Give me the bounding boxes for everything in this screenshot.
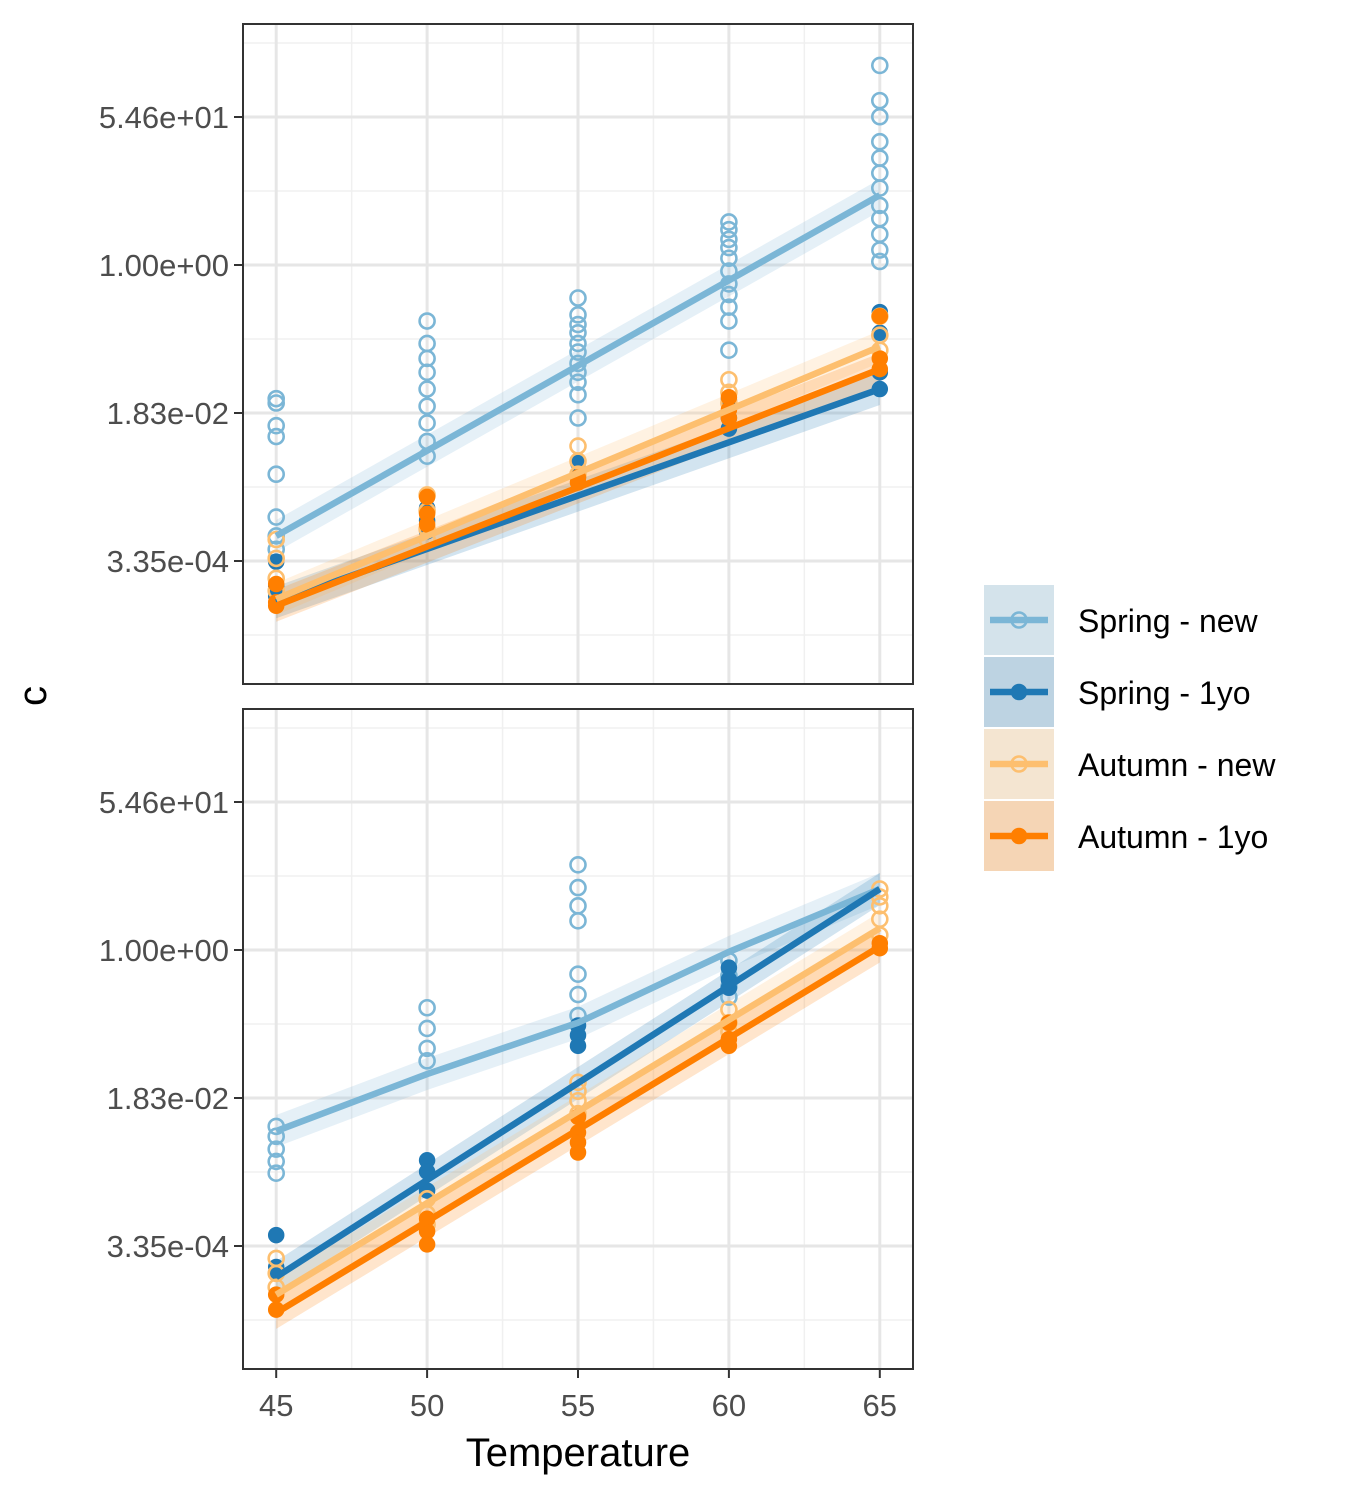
point-spring-new — [569, 912, 587, 930]
legend-label: Spring - new — [1078, 603, 1259, 639]
fit-line-spring-new — [274, 192, 882, 539]
point-autumn-new — [267, 530, 285, 549]
point-spring-new — [569, 324, 587, 342]
point-spring-new — [871, 56, 889, 75]
point-spring-new — [720, 213, 738, 231]
fit-line-autumn-1yo — [274, 943, 882, 1316]
fit-line-autumn-1yo — [275, 366, 881, 609]
point-spring-new — [267, 416, 285, 435]
legend: Spring - new Spring - 1yo Autumn - new Autu… — [984, 585, 1276, 871]
point-autumn-1yo — [418, 516, 436, 533]
point-spring-new — [569, 315, 587, 334]
x-tick-label: 50 — [410, 1388, 444, 1423]
point-spring-new — [267, 394, 285, 412]
point-spring-new — [569, 373, 587, 392]
y-tick-label: 1.83e-02 — [107, 1081, 229, 1116]
panel-2: 5.46e+01 1.00e+00 1.83e-02 3.35e-04 — [99, 708, 914, 1370]
x-axis-title: Temperature — [466, 1431, 691, 1475]
legend-label: Autumn - new — [1078, 747, 1276, 783]
legend-key-marker — [1010, 611, 1028, 629]
point-spring-new — [569, 409, 587, 427]
legend-key-autumn-1yo — [984, 801, 1054, 871]
point-spring-new — [720, 220, 738, 239]
point-autumn-new — [569, 1073, 587, 1092]
y-tick-label: 1.83e-02 — [107, 396, 229, 431]
x-tick-label: 45 — [259, 1388, 293, 1423]
point-spring-new — [871, 252, 889, 271]
point-spring-new — [720, 312, 738, 330]
fit-line-spring-new — [275, 885, 882, 1135]
point-spring-new — [418, 380, 436, 398]
point-spring-new — [569, 856, 587, 874]
point-spring-new — [720, 249, 738, 268]
fit-line-autumn-new — [274, 925, 882, 1298]
x-tick-label: 65 — [863, 1388, 897, 1423]
point-spring-new — [569, 306, 587, 324]
point-spring-new — [720, 230, 738, 249]
point-autumn-new — [720, 370, 738, 389]
point-spring-new — [569, 289, 587, 307]
point-spring-new — [720, 238, 738, 257]
point-spring-new — [569, 385, 587, 404]
point-spring-new — [871, 241, 889, 259]
legend-key-marker — [1010, 755, 1028, 773]
point-spring-1yo — [569, 1037, 587, 1055]
point-spring-new — [569, 965, 587, 983]
legend-key-spring-1yo — [984, 657, 1054, 727]
y-tick-label: 3.35e-04 — [107, 544, 229, 579]
point-spring-new — [267, 465, 285, 484]
point-autumn-1yo — [418, 488, 436, 506]
panel-1: 5.46e+01 1.00e+00 1.83e-02 3.35e-04 — [99, 23, 914, 685]
point-autumn-1yo — [267, 575, 285, 593]
point-spring-new — [267, 1164, 285, 1182]
point-autumn-new — [569, 452, 587, 470]
point-spring-new — [871, 107, 889, 126]
x-tick-label: 55 — [561, 1388, 595, 1423]
panel-border — [242, 23, 914, 685]
point-autumn-1yo — [871, 308, 889, 325]
point-spring-new — [569, 878, 587, 897]
fit-line-autumn-new — [274, 343, 882, 603]
point-spring-new — [267, 1152, 285, 1171]
fit-line-spring-1yo — [274, 886, 882, 1280]
y-axis-title: c — [11, 686, 55, 706]
point-autumn-1yo — [418, 1236, 436, 1253]
legend-label: Spring - 1yo — [1078, 675, 1251, 711]
point-spring-new — [418, 998, 436, 1017]
point-spring-new — [418, 1052, 436, 1070]
point-autumn-new — [871, 897, 889, 915]
point-spring-new — [418, 1019, 436, 1038]
point-spring-new — [418, 414, 436, 432]
legend-key-marker — [1010, 683, 1028, 701]
point-autumn-1yo — [569, 1144, 587, 1161]
point-spring-new — [569, 985, 587, 1004]
legend-key-marker — [1010, 827, 1028, 845]
y-tick-label: 5.46e+01 — [99, 100, 229, 135]
point-spring-new — [569, 343, 587, 361]
point-spring-new — [418, 312, 436, 330]
point-spring-new — [267, 427, 285, 446]
point-spring-new — [871, 132, 889, 151]
y-tick-label: 1.00e+00 — [99, 933, 229, 968]
legend-key-spring-new — [984, 585, 1054, 655]
legend-key-autumn-new — [984, 729, 1054, 799]
legend-label: Autumn - 1yo — [1078, 819, 1268, 855]
point-spring-new — [720, 341, 738, 359]
point-spring-new — [267, 508, 285, 526]
point-spring-new — [267, 1140, 285, 1158]
point-spring-new — [418, 1039, 436, 1058]
y-tick-label: 3.35e-04 — [107, 1229, 229, 1264]
x-tick-label: 60 — [712, 1388, 746, 1423]
point-autumn-new — [267, 549, 285, 568]
point-spring-1yo — [267, 1226, 285, 1244]
confidence-band-spring-new — [276, 872, 880, 1148]
point-spring-new — [569, 334, 587, 353]
point-spring-new — [720, 285, 738, 304]
y-tick-label: 1.00e+00 — [99, 248, 229, 283]
point-spring-new — [418, 363, 436, 382]
y-tick-label: 5.46e+01 — [99, 785, 229, 820]
point-spring-new — [418, 397, 436, 416]
